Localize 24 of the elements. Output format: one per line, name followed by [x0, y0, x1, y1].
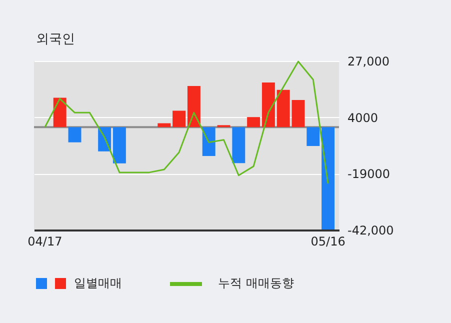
bar: [276, 90, 290, 128]
bar: [53, 98, 66, 128]
y-tick-label: 27,000: [348, 54, 390, 68]
chart-title: 외국인: [36, 31, 75, 48]
bar: [187, 86, 200, 128]
y-tick-label: -19000: [348, 167, 390, 182]
bar: [262, 82, 275, 128]
y-tick-label: -42,000: [348, 224, 394, 238]
legend-label: 누적 매매동향: [218, 275, 294, 292]
legend-label: 일별매매: [74, 275, 122, 292]
bar: [158, 123, 171, 128]
bar: [68, 127, 82, 142]
x-tick-label: 04/17: [28, 234, 62, 248]
bar: [112, 127, 126, 164]
bar: [202, 127, 216, 156]
line-series: [44, 60, 329, 184]
bar: [247, 117, 260, 128]
y-tick-label: 4000: [348, 110, 378, 125]
x-tick-label: 05/16: [310, 234, 346, 248]
bar: [306, 127, 320, 146]
bar: [322, 127, 335, 230]
bar: [292, 100, 305, 128]
bar: [172, 110, 186, 128]
bar: [232, 127, 246, 164]
